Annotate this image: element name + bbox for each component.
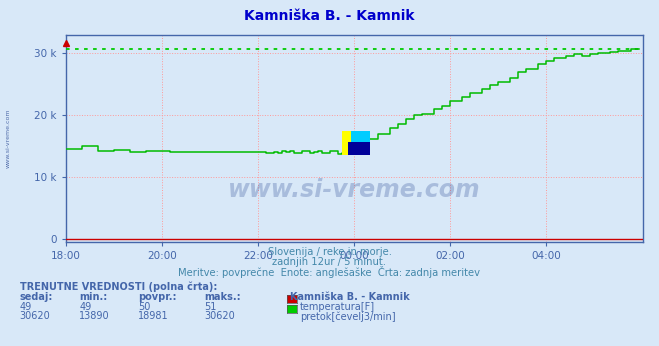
Text: 49: 49 [79,302,92,312]
Bar [351,131,370,148]
Text: maks.:: maks.: [204,292,241,302]
Text: sedaj:: sedaj: [20,292,53,302]
Text: www.si-vreme.com: www.si-vreme.com [228,177,480,201]
Text: zadnjih 12ur / 5 minut.: zadnjih 12ur / 5 minut. [273,257,386,267]
Bar [348,142,370,155]
Text: Kamniška B. - Kamnik: Kamniška B. - Kamnik [244,9,415,22]
Text: 13890: 13890 [79,311,109,321]
Text: Meritve: povprečne  Enote: anglešaške  Črta: zadnja meritev: Meritve: povprečne Enote: anglešaške Črt… [179,266,480,278]
Bar [342,131,358,155]
Text: 18981: 18981 [138,311,169,321]
Text: 30620: 30620 [20,311,51,321]
Text: povpr.:: povpr.: [138,292,177,302]
Text: pretok[čevelj3/min]: pretok[čevelj3/min] [300,311,395,322]
Text: Kamniška B. - Kamnik: Kamniška B. - Kamnik [290,292,410,302]
Text: temperatura[F]: temperatura[F] [300,302,375,312]
Text: min.:: min.: [79,292,107,302]
Text: Slovenija / reke in morje.: Slovenija / reke in morje. [268,247,391,257]
Text: TRENUTNE VREDNOSTI (polna črta):: TRENUTNE VREDNOSTI (polna črta): [20,282,217,292]
Text: 50: 50 [138,302,151,312]
Text: 30620: 30620 [204,311,235,321]
Text: www.si-vreme.com: www.si-vreme.com [6,109,11,168]
Text: 49: 49 [20,302,32,312]
Text: 51: 51 [204,302,217,312]
